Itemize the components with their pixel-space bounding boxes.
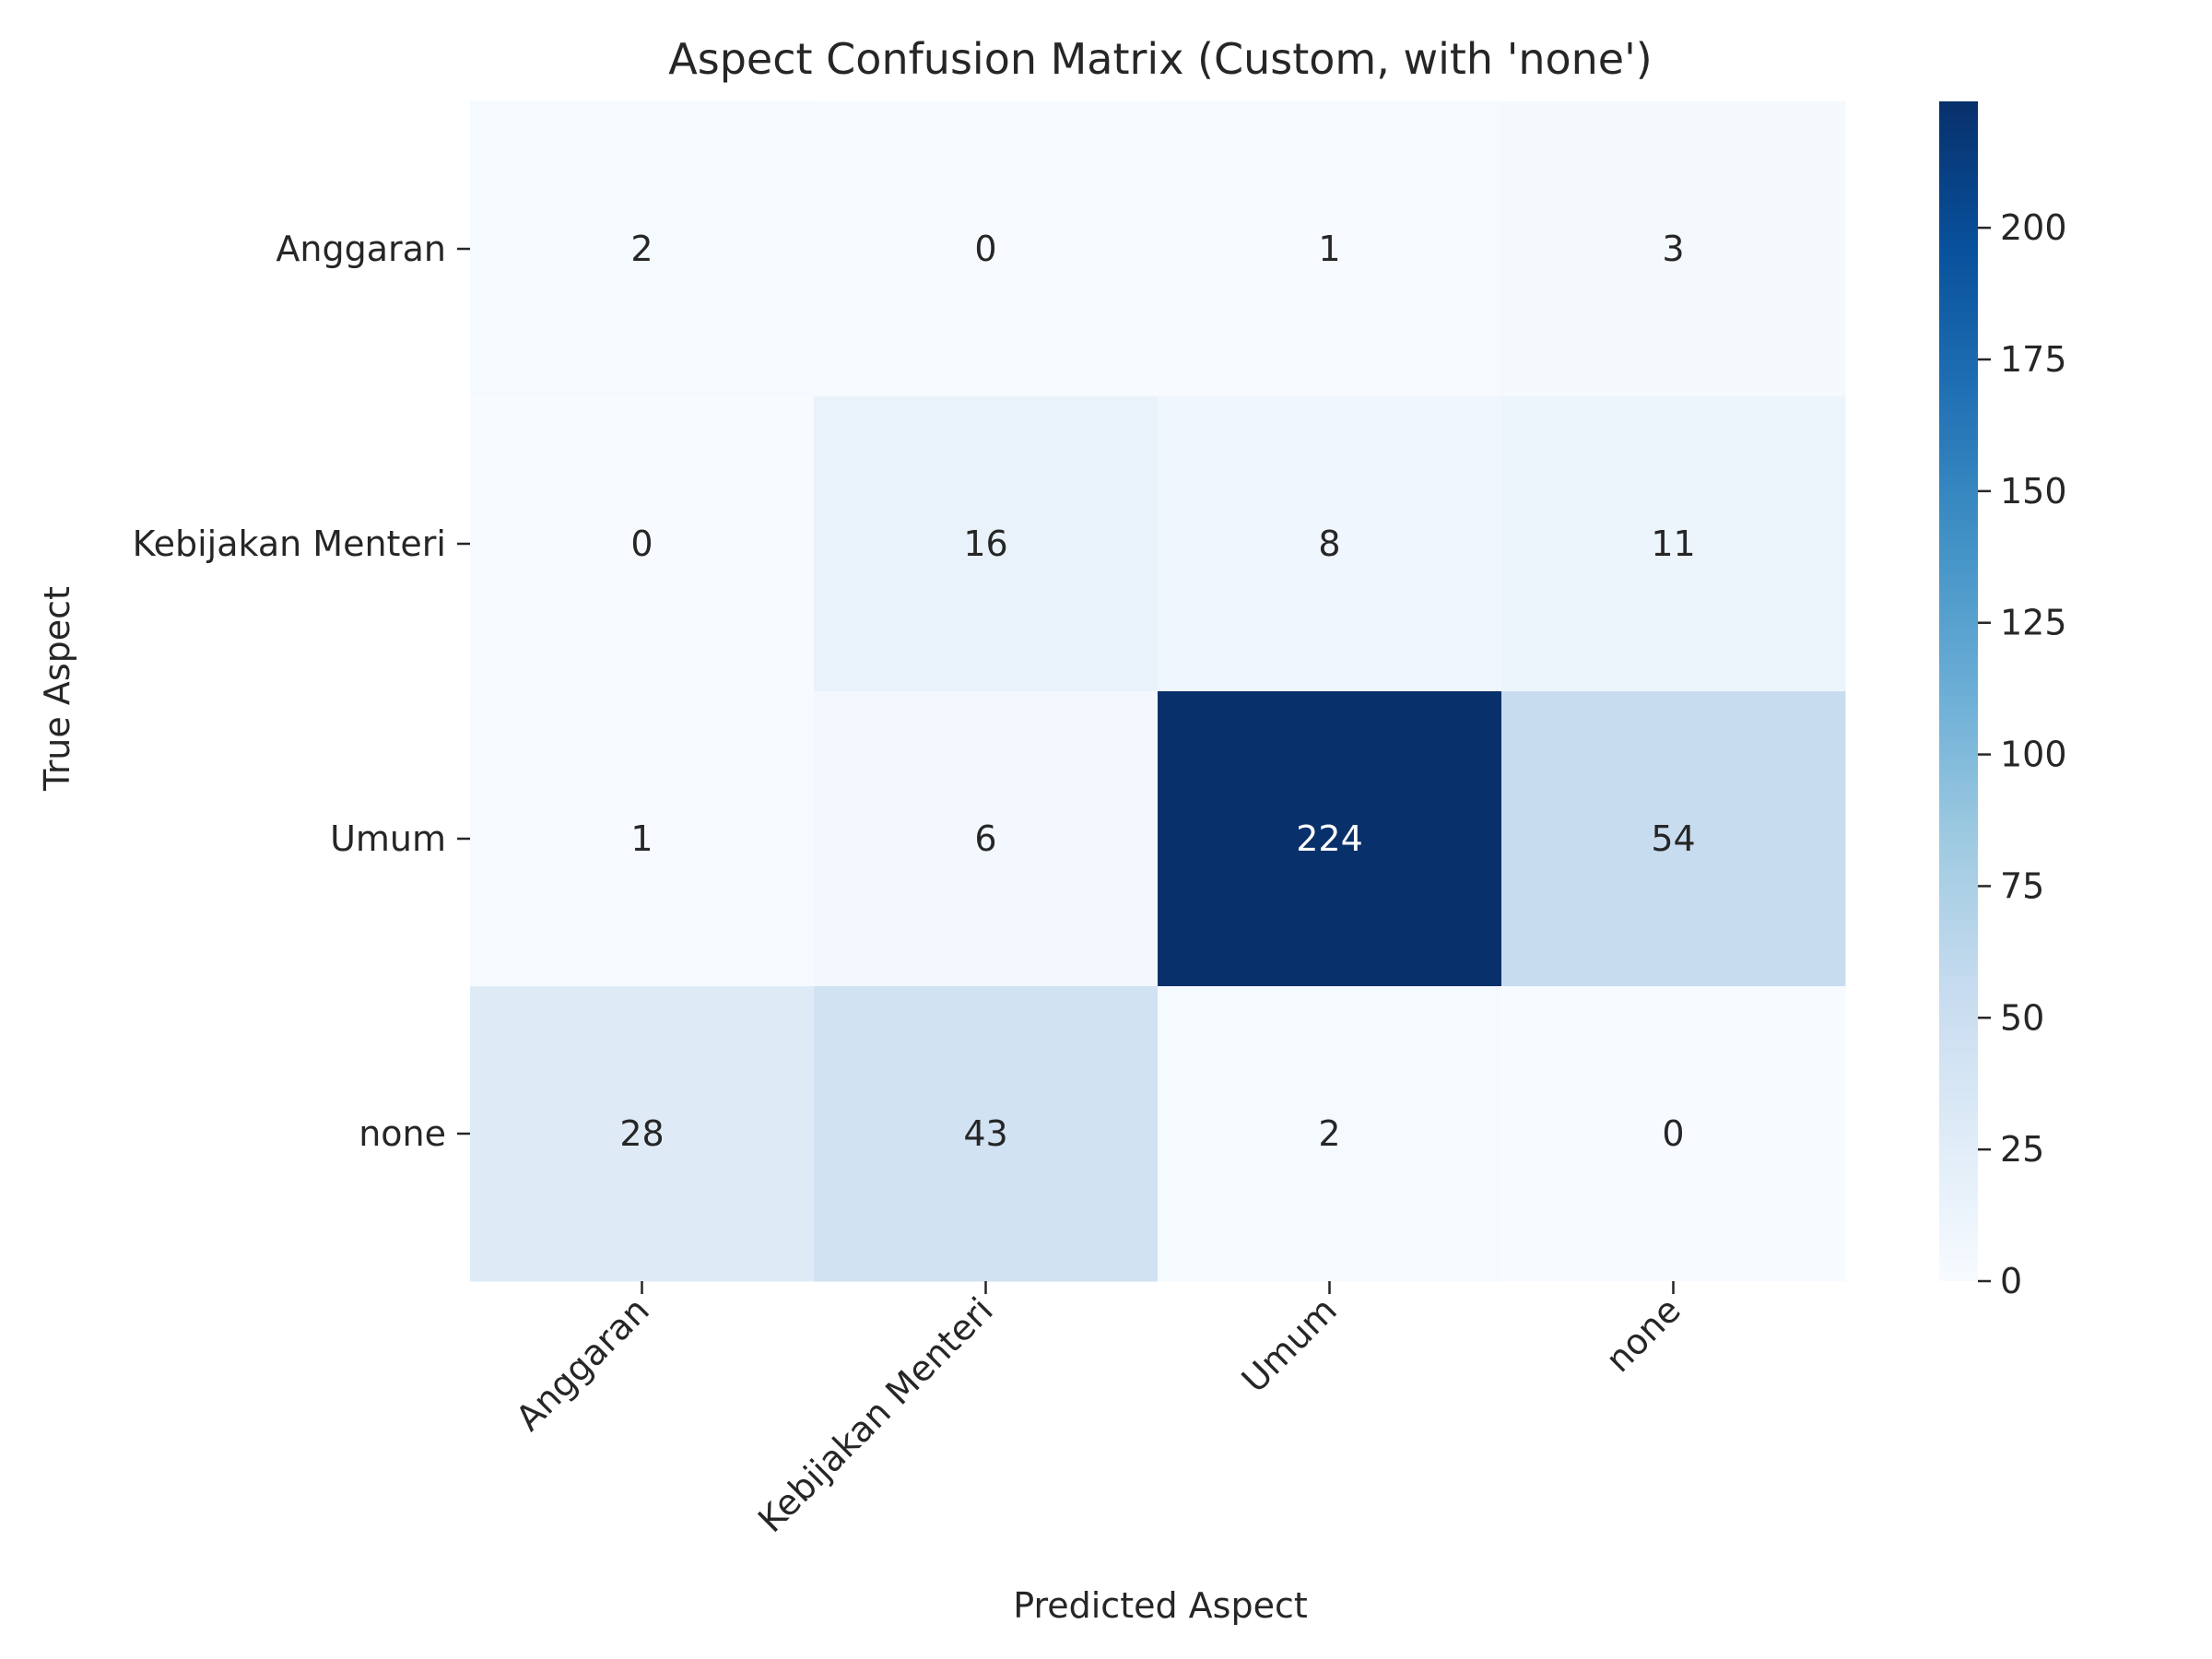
y-axis: Anggaran Kebijakan Menteri Umum none xyxy=(133,229,470,1154)
y-tick-label: Kebijakan Menteri xyxy=(133,524,446,564)
x-tick-label: none xyxy=(1598,1289,1688,1380)
cell-value-label: 2 xyxy=(630,229,653,269)
cell-value-label: 6 xyxy=(974,818,996,859)
heatmap-cell xyxy=(1158,101,1502,397)
heatmap-cell xyxy=(470,396,815,692)
colorbar-tick-label: 0 xyxy=(2000,1261,2022,1301)
heatmap-cells xyxy=(470,101,1846,1282)
x-tick-label: Anggaran xyxy=(508,1289,657,1439)
heatmap-cell xyxy=(814,986,1159,1282)
colorbar-tick-label: 50 xyxy=(2000,997,2044,1038)
heatmap-cell xyxy=(470,986,815,1282)
y-tick-label: Anggaran xyxy=(276,229,446,269)
heatmap-cell xyxy=(1158,691,1502,987)
heatmap-cell xyxy=(470,101,815,397)
colorbar-tick-label: 75 xyxy=(2000,865,2044,906)
colorbar-tick-label: 100 xyxy=(2000,735,2067,775)
colorbar-tick-label: 200 xyxy=(2000,207,2067,248)
colorbar-tick-label: 25 xyxy=(2000,1129,2044,1170)
cell-value-label: 28 xyxy=(619,1113,664,1154)
cell-value-label: 43 xyxy=(963,1113,1007,1154)
chart-title: Aspect Confusion Matrix (Custom, with 'n… xyxy=(668,34,1652,84)
colorbar-tick-label: 125 xyxy=(2000,603,2067,643)
heatmap-cell xyxy=(1501,691,1846,987)
cell-value-label: 2 xyxy=(1318,1113,1340,1154)
x-axis-label: Predicted Aspect xyxy=(1013,1585,1308,1626)
heatmap-cell xyxy=(814,396,1159,692)
cell-value-label: 1 xyxy=(630,818,653,859)
y-axis-label: True Aspect xyxy=(37,586,77,792)
heatmap-cell xyxy=(1501,101,1846,397)
heatmap-cell xyxy=(470,691,815,987)
cell-value-label: 0 xyxy=(974,229,996,269)
cell-value-label: 0 xyxy=(630,524,653,564)
cell-value-label: 1 xyxy=(1318,229,1340,269)
x-tick-label: Umum xyxy=(1234,1289,1345,1400)
cell-value-label: 54 xyxy=(1651,818,1695,859)
heatmap-cell xyxy=(1501,986,1846,1282)
heatmap-cell xyxy=(1158,986,1502,1282)
y-tick-label: Umum xyxy=(330,818,446,859)
heatmap-cell xyxy=(1158,396,1502,692)
cell-value-label: 11 xyxy=(1651,524,1695,564)
heatmap-cell xyxy=(814,101,1159,397)
colorbar-tick-label: 150 xyxy=(2000,471,2067,512)
cell-value-label: 224 xyxy=(1296,818,1363,859)
cell-value-label: 3 xyxy=(1662,229,1684,269)
cell-value-label: 16 xyxy=(963,524,1007,564)
heatmap-cell xyxy=(1501,396,1846,692)
cell-value-label: 0 xyxy=(1662,1113,1684,1154)
cell-value-label: 8 xyxy=(1318,524,1340,564)
colorbar: 0 25 50 75 100 125 150 175 200 xyxy=(1939,101,2067,1301)
colorbar-gradient xyxy=(1939,101,1978,1281)
x-tick-label: Kebijakan Menteri xyxy=(750,1289,1001,1540)
y-tick-label: none xyxy=(359,1113,446,1154)
colorbar-tick-label: 175 xyxy=(2000,339,2067,380)
x-axis: Anggaran Kebijakan Menteri Umum none xyxy=(508,1281,1688,1540)
heatmap-cell xyxy=(814,691,1159,987)
